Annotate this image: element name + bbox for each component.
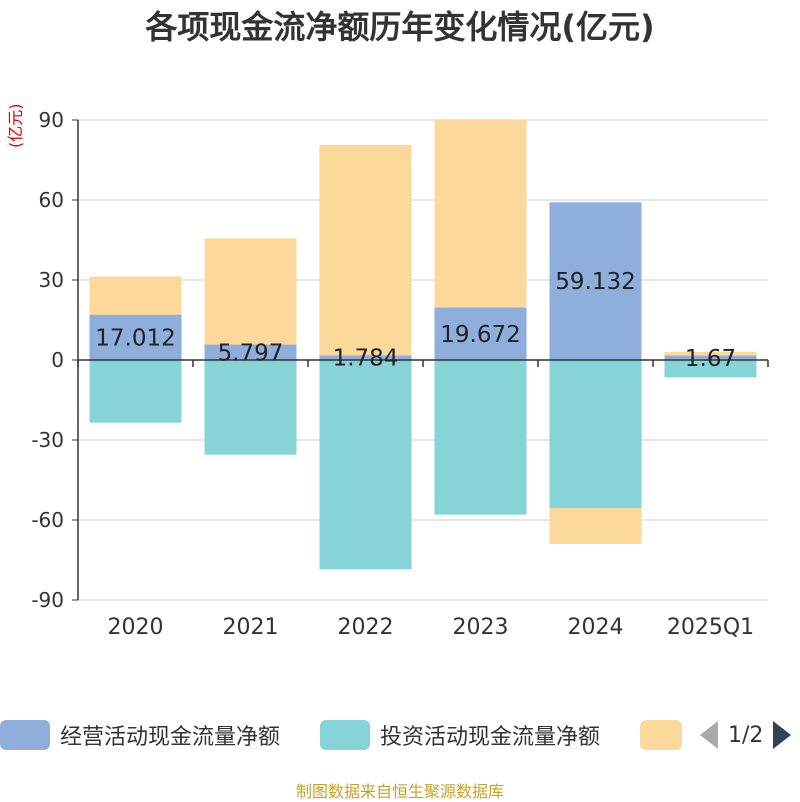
legend-item-operating[interactable]: 经营活动现金流量净额 — [0, 718, 280, 752]
x-tick-label: 2025Q1 — [667, 615, 754, 640]
chart-title: 各项现金流净额历年变化情况(亿元) — [145, 8, 655, 46]
prev-page-arrow-icon[interactable] — [700, 721, 718, 749]
bar-series3-2020 — [89, 276, 182, 315]
bar-series3-2022 — [319, 144, 412, 356]
bar-series2-2023 — [434, 360, 527, 515]
bar-series1-2023 — [434, 307, 527, 360]
bar-series2-2025Q1 — [664, 360, 757, 378]
bar-series1-2021 — [204, 344, 297, 360]
legend-label-investing: 投资活动现金流量净额 — [380, 725, 601, 750]
bar-series3-2024 — [549, 508, 642, 544]
data-label: 1.784 — [333, 346, 399, 372]
y-tick-label: -30 — [31, 428, 64, 452]
y-tick-label: 90 — [39, 108, 64, 132]
data-label: 1.67 — [685, 346, 736, 372]
next-page-arrow-icon[interactable] — [773, 721, 792, 749]
x-tick-label: 2020 — [108, 615, 164, 640]
data-label: 17.012 — [95, 325, 175, 351]
legend-label-operating: 经营活动现金流量净额 — [60, 725, 281, 750]
y-tick-label: -60 — [31, 508, 64, 532]
cash-flow-chart: 90 60 30 0 -30 -60 -90 2020 2021 2022 2023 2024 2025… — [31, 108, 769, 640]
bar-series3-2025Q1 — [664, 351, 757, 356]
legend-pager: 1/2 — [700, 718, 792, 752]
legend-item-financing[interactable] — [640, 718, 692, 752]
bar-series1-2020 — [89, 314, 182, 360]
bar-series2-2024 — [549, 360, 642, 508]
y-tick-label: 0 — [51, 348, 64, 372]
bar-series3-2023 — [434, 120, 527, 308]
legend: 经营活动现金流量净额 投资活动现金流量净额 1/2 — [0, 716, 800, 756]
legend-page-indicator: 1/2 — [728, 722, 764, 748]
bar-series1-2024 — [549, 202, 642, 360]
bar-series1-2022 — [319, 355, 412, 360]
data-label: 19.672 — [440, 322, 520, 348]
legend-swatch-investing — [320, 720, 370, 750]
x-tick-label: 2021 — [223, 615, 279, 640]
bar-series2-2022 — [319, 360, 412, 570]
legend-item-investing[interactable]: 投资活动现金流量净额 — [320, 718, 600, 752]
legend-swatch-operating — [0, 720, 50, 750]
legend-swatch-financing — [640, 720, 682, 750]
x-tick-label: 2024 — [568, 615, 624, 640]
bar-series2-2021 — [204, 360, 297, 455]
source-note: 制图数据来自恒生聚源数据库 — [295, 782, 504, 801]
y-tick-label: -90 — [31, 588, 64, 612]
data-label: 59.132 — [555, 269, 635, 295]
data-label: 5.797 — [218, 340, 284, 366]
bar-series1-2025Q1 — [664, 355, 757, 360]
x-tick-label: 2022 — [338, 615, 394, 640]
y-tick-label: 60 — [39, 188, 64, 212]
bar-series2-2020 — [89, 360, 182, 423]
bar-series3-2021 — [204, 238, 297, 345]
x-tick-label: 2023 — [453, 615, 509, 640]
y-tick-label: 30 — [39, 268, 64, 292]
